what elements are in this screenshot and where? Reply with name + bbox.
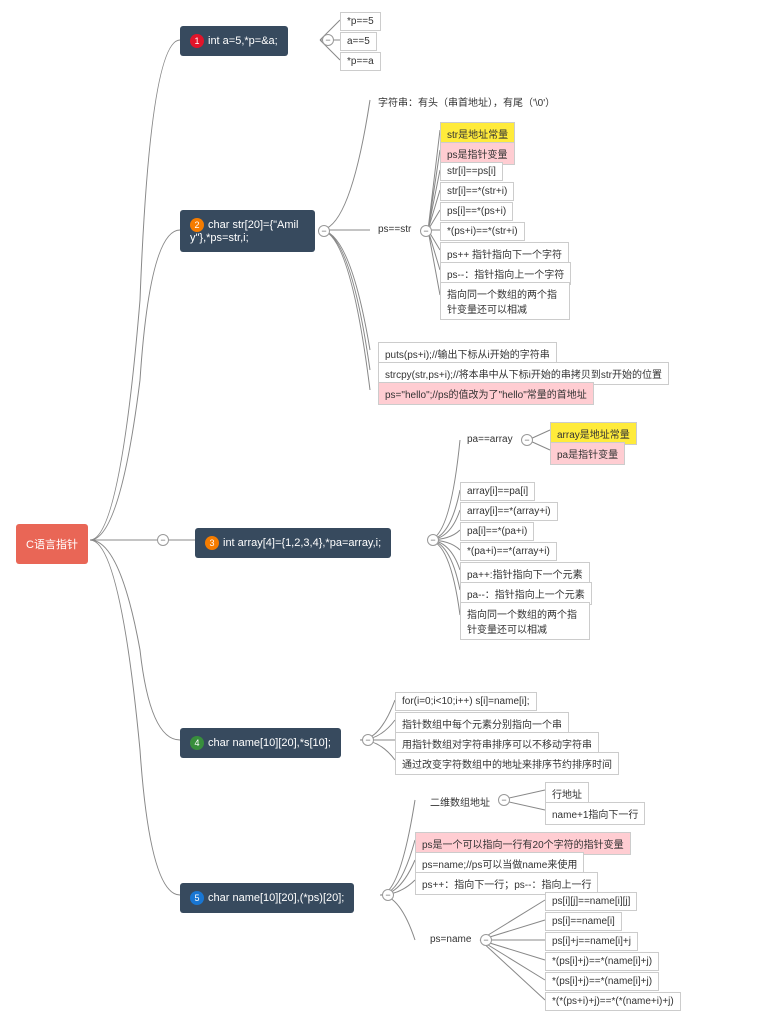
leaf: ps[i]==name[i] [545,912,622,931]
midlabel-2d-addr: 二维数组地址 [430,794,490,809]
toggle-icon[interactable]: − [382,889,394,901]
toggle-icon[interactable]: − [157,534,169,546]
badge-2: 2 [190,218,204,232]
leaf: ps[i]+j==name[i]+j [545,932,638,951]
node-5-label: char name[10][20],(*ps)[20]; [208,892,344,904]
leaf: for(i=0;i<10;i++) s[i]=name[i]; [395,692,537,711]
toggle-icon[interactable]: − [322,34,334,46]
leaf: str[i]==*(str+i) [440,182,514,201]
node-3-label: int array[4]={1,2,3,4},*pa=array,i; [223,537,381,549]
badge-4: 4 [190,736,204,750]
leaf: a==5 [340,32,377,51]
leaf: array[i]==pa[i] [460,482,535,501]
badge-1: 1 [190,34,204,48]
leaf: ps[i][j]==name[i][j] [545,892,637,911]
toggle-icon[interactable]: − [427,534,439,546]
midlabel-ps-name: ps=name [430,934,471,945]
leaf: *(ps[i]+j)==*(name[i]+j) [545,972,659,991]
toggle-icon[interactable]: − [480,934,492,946]
leaf: *(*(ps+i)+j)==*(*(name+i)+j) [545,992,681,1011]
toggle-icon[interactable]: − [521,434,533,446]
node-1-label: int a=5,*p=&a; [208,35,278,47]
badge-3: 3 [205,536,219,550]
node-2[interactable]: 2char str[20]={"Amil y"},*ps=str,i; [180,210,315,252]
leaf: *p==5 [340,12,381,31]
edges [0,0,760,1032]
leaf: 通过改变字符数组中的地址来排序节约排序时间 [395,752,619,775]
node-5[interactable]: 5 char name[10][20],(*ps)[20]; [180,883,354,913]
leaf: pa[i]==*(pa+i) [460,522,534,541]
node-3[interactable]: 3 int array[4]={1,2,3,4},*pa=array,i; [195,528,391,558]
leaf: ps[i]==*(ps+i) [440,202,513,221]
node-2-label: char str[20]={"Amil y"},*ps=str,i; [190,219,298,244]
leaf: *(ps+i)==*(str+i) [440,222,525,241]
node-4[interactable]: 4 char name[10][20],*s[10]; [180,728,341,758]
toggle-icon[interactable]: − [498,794,510,806]
leaf: *(ps[i]+j)==*(name[i]+j) [545,952,659,971]
leaf-pink: ps="hello";//ps的值改为了"hello"常量的首地址 [378,382,594,405]
toggle-icon[interactable]: − [362,734,374,746]
leaf: 指向同一个数组的两个指 针变量还可以相减 [440,282,570,320]
midlabel-ps-str: ps==str [378,224,411,235]
toggle-icon[interactable]: − [420,225,432,237]
node-4-label: char name[10][20],*s[10]; [208,737,331,749]
leaf: str[i]==ps[i] [440,162,503,181]
leaf: 指向同一个数组的两个指 针变量还可以相减 [460,602,590,640]
leaf: *(pa+i)==*(array+i) [460,542,557,561]
node-1[interactable]: 1 int a=5,*p=&a; [180,26,288,56]
badge-5: 5 [190,891,204,905]
toggle-icon[interactable]: − [318,225,330,237]
leaf-pink: pa是指针变量 [550,442,625,465]
leaf: name+1指向下一行 [545,802,645,825]
midlabel-pa-array: pa==array [467,434,513,445]
leaf: array[i]==*(array+i) [460,502,558,521]
leaf: 字符串：有头（串首地址），有尾（'\0'） [378,94,555,109]
root-node: C语言指针 [16,524,88,564]
leaf: *p==a [340,52,381,71]
